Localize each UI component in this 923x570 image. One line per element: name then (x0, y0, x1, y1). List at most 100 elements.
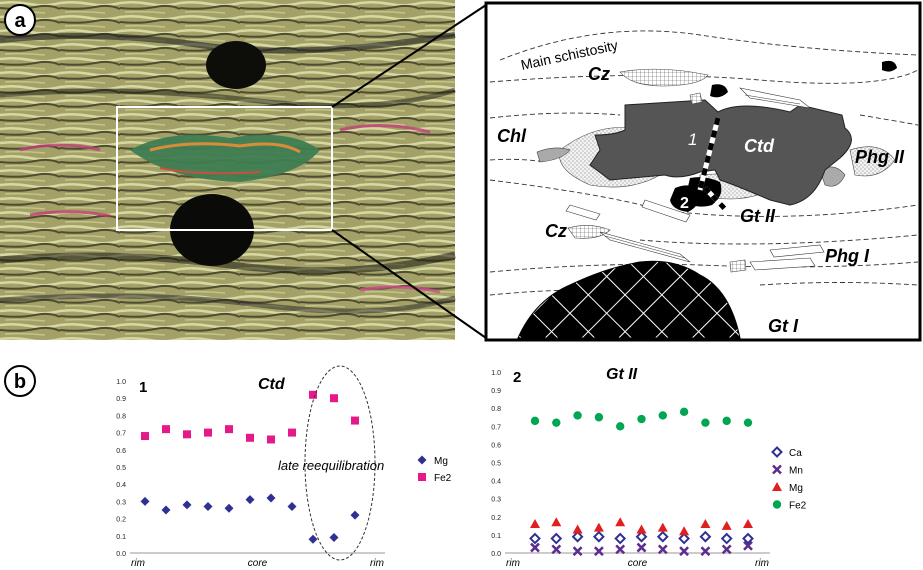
data-point-fe2 (637, 414, 646, 424)
data-point-fe2 (183, 430, 191, 439)
data-point-ca (720, 532, 733, 545)
data-point-ca (742, 532, 754, 545)
zoom-line (331, 229, 487, 339)
data-point-mg (266, 493, 276, 503)
data-point-mg (572, 524, 583, 534)
data-point-mn (743, 540, 753, 551)
legend-marker-fe2 (418, 473, 426, 481)
late-reequilibration-label: late reequilibration (278, 458, 384, 473)
y-tick-label: 0.2 (116, 517, 126, 524)
data-point-mn (700, 546, 711, 557)
y-tick-label: 0.9 (491, 388, 501, 395)
data-point-ca (614, 532, 627, 545)
data-point-ca (571, 530, 584, 543)
data-point-ca (678, 532, 691, 545)
data-point-mg (203, 502, 213, 512)
data-point-mg (743, 519, 753, 529)
x-axis-label: rim (131, 558, 145, 569)
data-point-fe2 (701, 418, 710, 427)
chart-panel-number: 1 (139, 379, 147, 396)
data-point-mg (224, 503, 234, 513)
y-tick-label: 0.3 (116, 499, 126, 506)
y-tick-label: 0.7 (116, 431, 126, 438)
panel-label-a: a (4, 4, 36, 36)
data-point-ca (529, 532, 541, 545)
data-point-mg (657, 522, 668, 532)
data-point-mg (182, 500, 192, 510)
data-point-mg (245, 495, 255, 505)
data-point-mg (350, 510, 360, 520)
cz-label: Cz (588, 64, 610, 84)
y-tick-label: 0.8 (491, 406, 501, 413)
y-tick-label: 0.5 (116, 465, 126, 472)
data-point-fe2 (616, 422, 625, 431)
gt1-label: Gt I (768, 316, 799, 336)
cz-grain (619, 68, 709, 87)
y-tick-label: 1.0 (491, 370, 501, 377)
y-tick-label: 0.6 (491, 442, 501, 449)
y-tick-label: 0.2 (491, 515, 501, 522)
data-point-mn (530, 542, 540, 553)
data-point-mg (287, 502, 297, 512)
data-point-mg (161, 505, 171, 515)
data-point-mg (700, 519, 711, 529)
data-point-fe2 (225, 425, 233, 434)
data-point-fe2 (162, 425, 170, 434)
data-point-fe2 (267, 435, 275, 444)
svg-text:b: b (14, 371, 26, 393)
data-point-mn (636, 542, 647, 553)
y-tick-label: 1.0 (116, 379, 126, 386)
legend-label: Mn (789, 466, 803, 477)
legend-label: Fe2 (789, 501, 807, 512)
sketch-panel: Main schistosity Cz Chl Ctd Phg II Gt II… (484, 1, 922, 342)
data-point-ca (699, 530, 712, 543)
y-tick-label: 0.9 (116, 396, 126, 403)
data-point-mg (679, 526, 690, 536)
y-tick-label: 0.6 (116, 448, 126, 455)
data-point-mn (572, 546, 583, 557)
chart-title: Gt II (606, 366, 638, 383)
data-point-ca (656, 530, 669, 543)
y-tick-label: 0.7 (491, 424, 501, 431)
data-point-ca (592, 530, 605, 543)
profile-1-label: 1 (688, 130, 697, 149)
data-point-ca (550, 532, 563, 545)
x-axis-label: rim (370, 558, 384, 569)
legend-marker-mg (417, 455, 427, 465)
x-axis-label: core (248, 558, 268, 569)
phg2-label: Phg II (855, 147, 905, 167)
y-tick-label: 0.1 (491, 533, 501, 540)
panel-label-b: b (4, 365, 36, 397)
data-point-mn (657, 544, 668, 555)
data-point-mn (679, 546, 689, 557)
legend-label: Ca (789, 448, 802, 459)
data-point-mn (615, 544, 626, 555)
gt2-label: Gt II (740, 206, 776, 226)
data-point-fe2 (530, 416, 540, 426)
data-point-fe2 (141, 432, 149, 441)
zoom-line (331, 4, 487, 108)
data-point-fe2 (246, 433, 254, 442)
data-point-mn (594, 546, 604, 557)
y-tick-label: 0.4 (116, 482, 126, 489)
legend-marker-ca (771, 446, 783, 458)
y-tick-label: 0.0 (116, 551, 126, 558)
reequilibration-ellipse (304, 365, 376, 561)
data-point-fe2 (743, 418, 753, 427)
data-point-ca (635, 530, 648, 543)
chart-panel-number: 2 (513, 369, 521, 386)
data-point-fe2 (351, 416, 359, 425)
data-point-mg (140, 496, 150, 506)
data-point-mg (308, 534, 318, 544)
data-point-fe2 (552, 418, 561, 427)
chart-ctd: 0.0 0.1 0.2 0.3 0.4 0.5 0.6 0.7 0.8 0.9 1.0 rim core… (116, 376, 451, 569)
garnet-grain (206, 41, 266, 89)
data-point-mn (551, 544, 562, 555)
data-point-mg (551, 517, 562, 527)
legend-label: Mg (434, 456, 448, 467)
chl-label: Chl (497, 126, 527, 146)
data-point-mg (615, 517, 626, 527)
chart-title: Ctd (258, 376, 286, 393)
data-point-fe2 (330, 394, 338, 403)
